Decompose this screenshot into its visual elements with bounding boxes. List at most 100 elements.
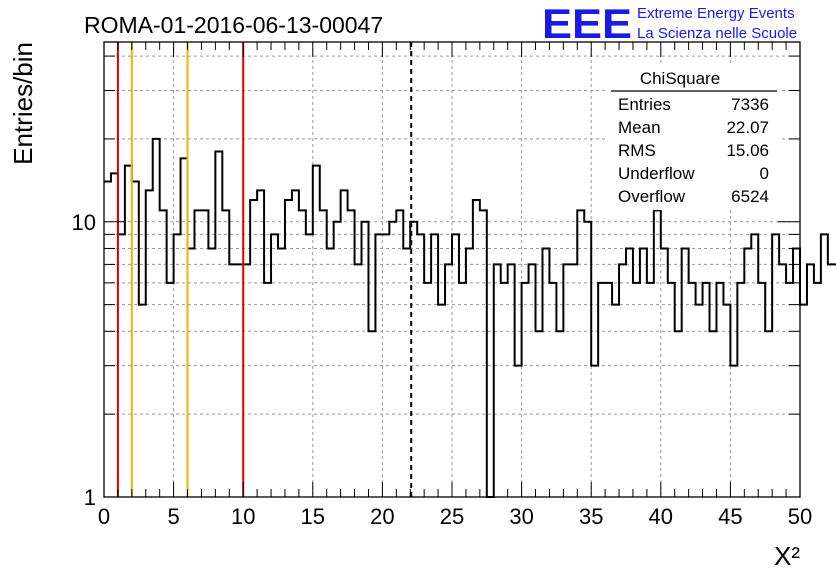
histogram-bin (264, 283, 271, 497)
histogram-bin (243, 264, 250, 497)
histogram-bin (445, 264, 452, 497)
stats-label-underflow: Underflow (618, 164, 695, 183)
histogram-bin (208, 248, 215, 497)
stats-box-bg (608, 64, 780, 210)
histogram-bin (549, 283, 556, 497)
histogram-bin (633, 283, 640, 497)
x-tick-labels: 0 5 10 15 20 25 30 35 40 45 50 (98, 504, 812, 529)
histogram-bin (744, 248, 751, 497)
histogram-bin (250, 200, 257, 497)
y-tick-label: 10 (72, 210, 96, 235)
histogram-bin (341, 190, 348, 497)
histogram-bin (612, 305, 619, 497)
histogram-bin (821, 234, 828, 497)
histogram-bin (236, 264, 243, 497)
x-tick-label: 25 (440, 504, 464, 529)
logo-mark: EEE (542, 0, 632, 47)
histogram-bin (758, 283, 765, 497)
stats-value-mean: 22.07 (726, 118, 769, 137)
y-axis-label: Entries/bin (8, 42, 38, 165)
histogram-bin (222, 210, 229, 497)
histogram-bin (494, 264, 501, 497)
y-tick-label: 1 (84, 485, 96, 510)
histogram-bin (696, 305, 703, 497)
y-tick-labels: 1 10 (72, 210, 96, 510)
histogram-bin (793, 248, 800, 497)
histogram-bin (292, 190, 299, 497)
x-tick-label: 40 (649, 504, 673, 529)
histogram-bin (626, 248, 633, 497)
histogram-bin (605, 283, 612, 497)
histogram-bin (459, 283, 466, 497)
histogram-bin (703, 283, 710, 497)
histogram-bin (577, 210, 584, 497)
histogram-bin (201, 210, 208, 497)
histogram-bin (598, 283, 605, 497)
x-tick-label: 30 (509, 504, 533, 529)
x-axis-label: X² (774, 541, 800, 571)
histogram-bin (640, 248, 647, 497)
histogram-bin (501, 283, 508, 497)
histogram-outline (104, 137, 836, 498)
histogram-bin (508, 264, 515, 497)
histogram-bin (480, 210, 487, 497)
histogram-bin (737, 283, 744, 497)
histogram-bin (647, 283, 654, 497)
histogram-bin (730, 366, 737, 497)
histogram-bin (167, 283, 174, 497)
histogram-bin (348, 210, 355, 497)
histogram-bin (473, 200, 480, 497)
histogram-bin (188, 248, 195, 497)
histogram-bin (542, 248, 549, 497)
histogram-bin (466, 248, 473, 497)
histogram-bin (828, 264, 835, 497)
reference-lines (116, 42, 413, 497)
histogram-bin (591, 366, 598, 497)
x-tick-label: 20 (370, 504, 394, 529)
histogram-bin (146, 190, 153, 497)
stats-title: ChiSquare (640, 69, 720, 88)
histogram-bin (181, 158, 188, 497)
histogram-bin (334, 222, 341, 497)
x-tick-label: 5 (167, 504, 179, 529)
histogram-bin (153, 139, 160, 497)
stats-value-entries: 7336 (731, 95, 769, 114)
histogram-bin (661, 248, 668, 497)
stats-value-overflow: 6524 (731, 187, 769, 206)
histogram-bin (389, 222, 396, 497)
histogram-bin (194, 210, 201, 497)
histogram-layer (104, 137, 836, 498)
histogram-bin (807, 264, 814, 497)
stats-label-rms: RMS (618, 141, 656, 160)
histogram-bin (396, 210, 403, 497)
histogram-bin (278, 248, 285, 497)
histogram-bin (529, 264, 536, 497)
histogram-bin (814, 283, 821, 497)
histogram-bin (327, 248, 334, 497)
stats-label-mean: Mean (618, 118, 661, 137)
axis-ticks (103, 42, 801, 498)
histogram-bin (257, 190, 264, 497)
logo-line-2: La Scienza nelle Scuole (637, 25, 797, 42)
histogram-bin (668, 283, 675, 497)
histogram-bin (779, 264, 786, 497)
x-tick-label: 45 (718, 504, 742, 529)
histogram-bin (229, 264, 236, 497)
histogram-bin (438, 305, 445, 497)
x-tick-label: 10 (231, 504, 255, 529)
x-tick-label: 50 (788, 504, 812, 529)
histogram-bin (515, 366, 522, 497)
histogram-bin (104, 182, 111, 497)
histogram-bin (362, 222, 369, 497)
histogram-bin (800, 305, 807, 497)
histogram-bin (584, 222, 591, 497)
histogram-bin (522, 283, 529, 497)
x-tick-label: 0 (98, 504, 110, 529)
histogram-bin (215, 152, 222, 497)
logo-line-1: Extreme Energy Events (637, 5, 795, 22)
histogram-bin (563, 264, 570, 497)
histogram-bin (132, 182, 139, 497)
histogram-bin (139, 305, 146, 497)
histogram-bin (682, 248, 689, 497)
stats-box: ChiSquare Entries 7336 Mean 22.07 RMS 15… (608, 64, 780, 210)
